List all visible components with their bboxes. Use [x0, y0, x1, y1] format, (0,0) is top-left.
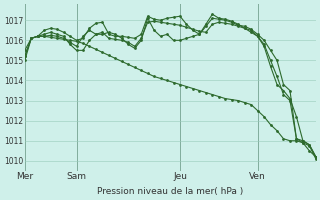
X-axis label: Pression niveau de la mer( hPa ): Pression niveau de la mer( hPa ): [97, 187, 244, 196]
